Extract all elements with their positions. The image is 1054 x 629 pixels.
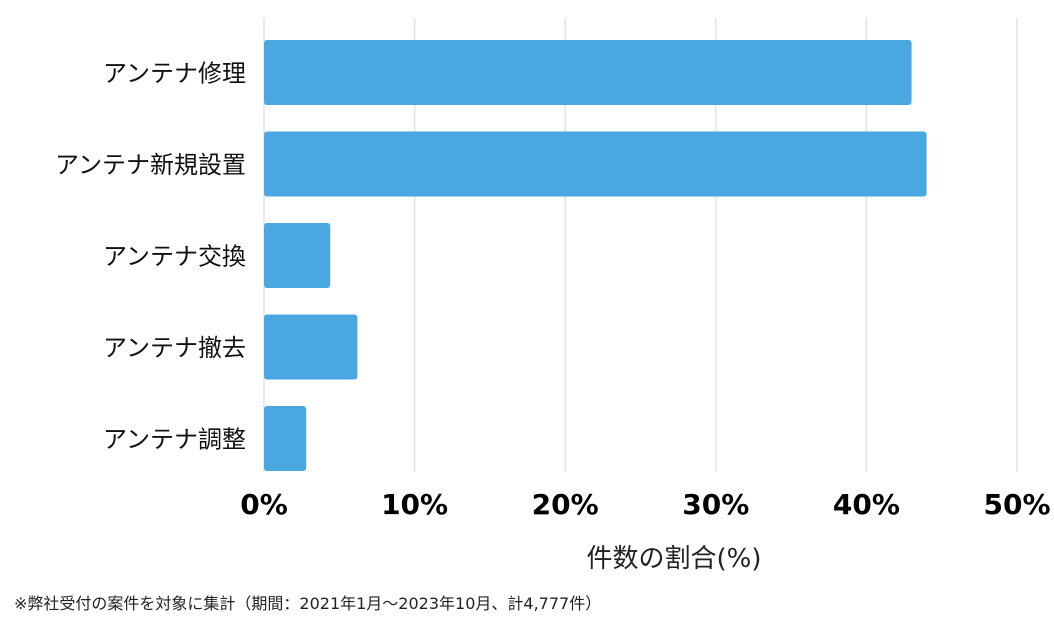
bar bbox=[264, 406, 307, 471]
category-label: アンテナ新規設置 bbox=[55, 151, 246, 179]
bar bbox=[264, 314, 358, 380]
bar bbox=[264, 223, 331, 288]
x-tick-label: 40% bbox=[833, 488, 900, 521]
category-label: アンテナ撤去 bbox=[103, 334, 246, 362]
x-tick-labels: 0% 10% 20% 30% 40% 50% bbox=[240, 488, 1050, 521]
footnote: ※弊社受付の案件を対象に集計（期間：2021年1月〜2023年10月、計4,77… bbox=[14, 594, 602, 613]
x-axis-title: 件数の割合(%) bbox=[587, 544, 762, 574]
x-tick-label: 50% bbox=[983, 488, 1050, 521]
x-tick-label: 20% bbox=[532, 488, 599, 521]
category-label: アンテナ修理 bbox=[103, 60, 246, 88]
bar bbox=[264, 131, 927, 197]
category-label: アンテナ交換 bbox=[103, 243, 246, 271]
bars bbox=[264, 40, 927, 471]
x-tick-label: 30% bbox=[682, 488, 749, 521]
x-tick-label: 10% bbox=[381, 488, 448, 521]
x-tick-label: 0% bbox=[240, 488, 288, 521]
category-label: アンテナ調整 bbox=[103, 426, 246, 454]
bar bbox=[264, 40, 912, 105]
